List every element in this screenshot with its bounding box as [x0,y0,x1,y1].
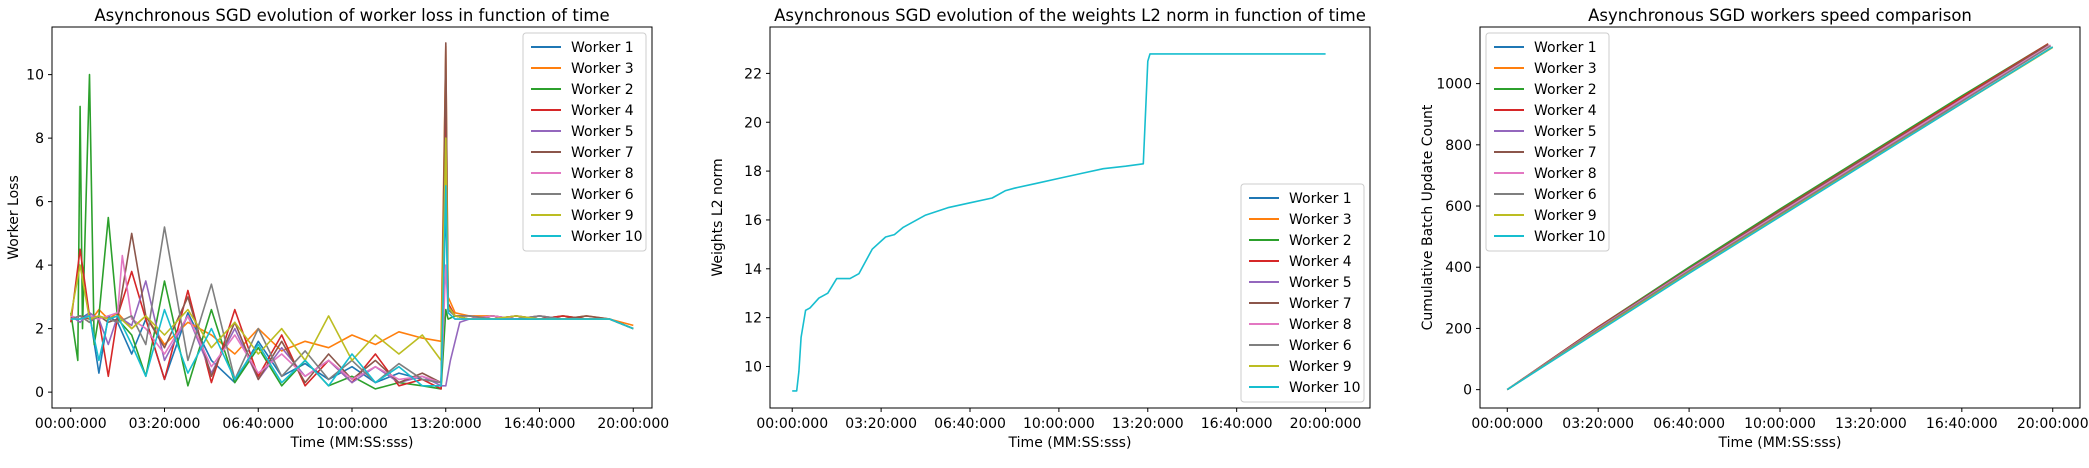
legend-entry-label: Worker 9 [1534,208,1597,224]
legend-entry-label: Worker 3 [1289,212,1352,228]
legend-entry-label: Worker 10 [1289,380,1361,396]
y-tick-label: 400 [1445,260,1472,276]
chart-title: Asynchronous SGD evolution of worker los… [94,6,609,25]
legend-entry-label: Worker 6 [1534,187,1597,203]
x-tick-label: 20:00:000 [1290,416,1362,432]
y-tick-label: 0 [1463,383,1472,399]
y-axis-label: Weights L2 norm [710,158,726,276]
legend-entry-label: Worker 4 [1534,103,1597,119]
legend-entry-label: Worker 10 [571,229,643,245]
legend-entry-label: Worker 2 [571,82,634,98]
axes-frame [769,26,1371,409]
legend-entry-label: Worker 7 [1534,145,1597,161]
x-tick-label: 06:40:000 [1653,416,1725,432]
x-tick-label: 03:20:000 [845,416,917,432]
chart-1: 00:00:000 03:20:000 06:40:000 10:00:000 13:2… [6,6,669,451]
legend-entry-label: Worker 3 [571,61,634,77]
y-tick-label: 2 [35,322,44,338]
x-tick-label: 20:00:000 [597,416,669,432]
legend-entry-label: Worker 3 [1534,61,1597,77]
x-tick-label: 00:00:000 [1471,416,1543,432]
y-axis-label: Cumulative Batch Update Count [1420,104,1436,330]
legend-entry-label: Worker 6 [571,187,634,203]
x-tick-label: 06:40:000 [934,416,1006,432]
y-tick-label: 18 [744,164,762,180]
x-tick-label: 16:40:000 [1201,416,1273,432]
x-tick-label: 10:00:000 [1023,416,1095,432]
x-tick-label: 00:00:000 [35,416,107,432]
x-axis-label: Time (MM:SS:sss) [1718,435,1842,451]
y-tick-label: 800 [1445,138,1472,154]
legend-entry-label: Worker 1 [1289,191,1352,207]
y-tick-label: 8 [35,131,44,147]
series-line-worker-9 [70,137,634,362]
y-tick-label: 12 [744,311,762,327]
series-line-worker-10 [70,185,634,387]
legend-entry-label: Worker 7 [571,145,634,161]
legend-entry-label: Worker 10 [1534,229,1606,245]
plot-area [70,42,634,390]
legend-box [1485,32,1610,252]
plot-area [792,53,1326,392]
x-tick-label: 13:20:000 [1112,416,1184,432]
legend-entry-label: Worker 4 [1289,254,1352,270]
x-tick-label: 13:20:000 [410,416,482,432]
y-tick-label: 10 [26,68,44,84]
legend-box [1240,183,1365,403]
legend-entry-label: Worker 5 [571,124,634,140]
legend-entry-label: Worker 5 [1534,124,1597,140]
plot-area [1506,43,2054,391]
y-tick-label: 0 [35,385,44,401]
legend-entry-label: Worker 2 [1534,82,1597,98]
x-tick-label: 20:00:000 [2017,416,2089,432]
y-tick-label: 22 [744,66,762,82]
legend-entry-label: Worker 6 [1289,338,1352,354]
legend-entry-label: Worker 8 [1289,317,1352,333]
chart-3: 00:00:000 03:20:000 06:40:000 10:00:000 13:2… [1420,6,2089,451]
legend-box [522,32,647,252]
x-tick-label: 03:20:000 [129,416,201,432]
legend-entry-label: Worker 8 [571,166,634,182]
chart-2: 00:00:000 03:20:000 06:40:000 10:00:000 13:2… [710,6,1371,451]
legend: Worker 1 Worker 3 Worker 2 Worker 4 Worker 5… [522,32,647,252]
y-tick-label: 6 [35,195,44,211]
x-axis-label: Time (MM:SS:sss) [290,435,414,451]
series-line-worker-10 [792,53,1326,392]
series-line-worker-10 [1506,46,2054,391]
legend: Worker 1 Worker 3 Worker 2 Worker 4 Worker 5… [1485,32,1610,252]
y-axis-label: Worker Loss [6,175,22,259]
y-tick-label: 1000 [1436,77,1472,93]
legend-entry-label: Worker 9 [1289,359,1352,375]
legend-entry-label: Worker 8 [1534,166,1597,182]
x-tick-label: 16:40:000 [1926,416,1998,432]
y-tick-label: 14 [744,262,762,278]
y-tick-label: 16 [744,213,762,229]
y-tick-label: 4 [35,258,44,274]
x-tick-label: 06:40:000 [222,416,294,432]
y-tick-label: 200 [1445,321,1472,337]
legend-entry-label: Worker 7 [1289,296,1352,312]
legend: Worker 1 Worker 3 Worker 2 Worker 4 Worker 5… [1240,183,1365,403]
legend-entry-label: Worker 9 [571,208,634,224]
x-axis-label: Time (MM:SS:sss) [1008,435,1132,451]
x-tick-label: 10:00:000 [316,416,388,432]
legend-entry-label: Worker 2 [1289,233,1352,249]
y-tick-label: 10 [744,359,762,375]
legend-entry-label: Worker 5 [1289,275,1352,291]
legend-entry-label: Worker 4 [571,103,634,119]
x-tick-label: 16:40:000 [504,416,576,432]
chart-title: Asynchronous SGD workers speed compariso… [1588,6,1972,25]
legend-entry-label: Worker 1 [1534,40,1597,56]
series-line-worker-8 [70,254,634,384]
chart-title: Asynchronous SGD evolution of the weight… [774,6,1366,25]
y-tick-label: 600 [1445,199,1472,215]
x-tick-label: 00:00:000 [756,416,828,432]
x-tick-label: 03:20:000 [1562,416,1634,432]
x-tick-label: 10:00:000 [1744,416,1816,432]
y-tick-label: 20 [744,115,762,131]
legend-entry-label: Worker 1 [571,40,634,56]
series-line-worker-6 [1506,45,2051,391]
x-tick-label: 13:20:000 [1835,416,1907,432]
